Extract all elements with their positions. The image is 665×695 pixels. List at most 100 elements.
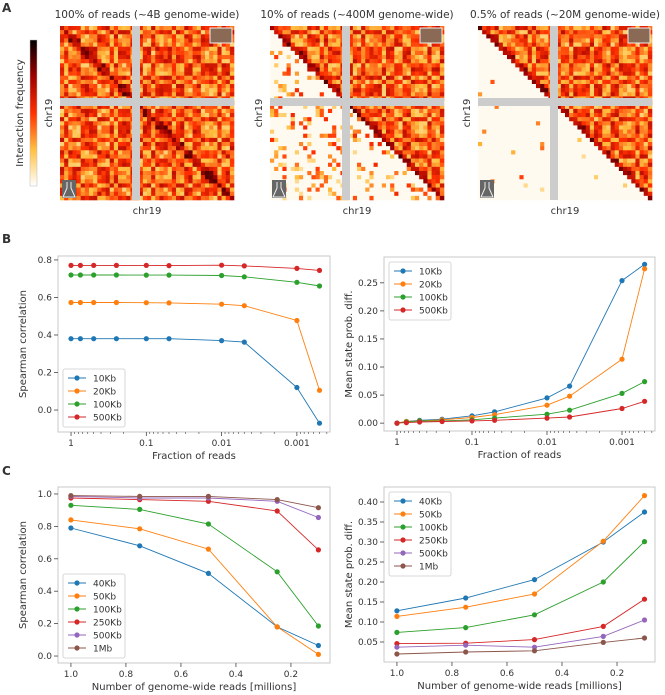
heatmap-cell	[167, 67, 173, 72]
heatmap-cell	[205, 137, 210, 143]
heatmap-cell	[323, 129, 329, 135]
heatmap-cell	[113, 71, 119, 77]
heatmap-cell	[482, 75, 487, 81]
heatmap-cell	[109, 117, 115, 122]
heatmap-cell	[357, 79, 362, 85]
heatmap-cell	[171, 146, 177, 151]
heatmap-cell	[72, 75, 77, 81]
heatmap-cell	[515, 154, 520, 159]
heatmap-cell	[101, 113, 106, 118]
heatmap-cell	[93, 113, 98, 118]
heatmap-cell	[390, 92, 395, 97]
heatmap-cell	[498, 113, 504, 118]
heatmap-cell	[176, 158, 181, 164]
heatmap-cell	[221, 146, 227, 151]
heatmap-cell	[163, 59, 169, 64]
heatmap-cell	[627, 117, 632, 122]
heatmap-cell	[589, 75, 595, 81]
heatmap-cell	[490, 117, 495, 122]
heatmap-cell	[299, 175, 304, 180]
heatmap-cell	[213, 75, 218, 81]
heatmap-cell	[155, 26, 160, 31]
heatmap-cell	[290, 88, 296, 93]
heatmap-cell	[602, 121, 607, 126]
heatmap-cell	[627, 142, 632, 147]
heatmap-cell	[427, 104, 432, 110]
heatmap-cell	[348, 34, 354, 39]
heatmap-cell	[415, 55, 420, 60]
heatmap-cell	[192, 34, 198, 39]
heatmap-cell	[184, 162, 189, 168]
heatmap-cell	[151, 129, 156, 135]
heatmap-cell	[184, 113, 189, 118]
heatmap-cell	[589, 38, 595, 43]
heatmap-cell	[573, 92, 578, 97]
heatmap-cell	[431, 108, 437, 114]
heatmap-cell	[328, 121, 333, 126]
heatmap-cell	[109, 158, 115, 164]
heatmap-cell	[332, 121, 337, 126]
heatmap-cell	[274, 137, 279, 143]
panel-label-b: B	[2, 232, 11, 246]
heatmap-cell	[286, 75, 292, 81]
heatmap-cell	[610, 158, 616, 164]
heatmap-cell	[163, 30, 169, 35]
heatmap-cell	[274, 42, 279, 48]
heatmap-cell	[299, 46, 304, 52]
heatmap-cell	[498, 146, 504, 151]
heatmap-cell	[536, 146, 541, 151]
heatmap-cell	[64, 175, 69, 180]
heatmap-cell	[332, 104, 337, 110]
heatmap-cell	[618, 26, 624, 31]
heatmap-cell	[531, 59, 537, 64]
heatmap-cell	[502, 92, 508, 97]
heatmap-cell	[200, 171, 206, 176]
heatmap-cell	[229, 55, 235, 60]
heatmap-cell	[498, 34, 504, 39]
heatmap-cell	[639, 59, 645, 64]
heatmap-cell	[122, 59, 127, 64]
heatmap-cell	[352, 38, 358, 43]
heatmap-cell	[64, 63, 69, 68]
heatmap-cell	[113, 34, 119, 39]
heatmap-cell	[274, 146, 279, 151]
heatmap-cell	[188, 59, 193, 64]
heatmap-cell	[494, 117, 500, 122]
heatmap-cell	[531, 117, 537, 122]
heatmap-cell	[122, 67, 127, 72]
heatmap-cell	[511, 92, 516, 97]
heatmap-cell	[431, 92, 437, 97]
heatmap-cell	[577, 38, 582, 43]
heatmap-cell	[89, 195, 94, 201]
heatmap-cell	[598, 108, 603, 114]
heatmap-cell	[577, 30, 582, 35]
heatmap-cell	[589, 104, 595, 110]
heatmap-cell	[118, 71, 123, 77]
heatmap-cell	[627, 71, 632, 77]
heatmap-cell	[423, 187, 428, 193]
heatmap-cell	[105, 71, 111, 77]
heatmap-cell	[373, 195, 379, 201]
heatmap-cell	[540, 38, 545, 43]
heatmap-cell	[394, 137, 399, 143]
heatmap-cell	[118, 88, 123, 93]
heatmap-cell	[196, 162, 202, 168]
heatmap-cell	[381, 30, 387, 35]
heatmap-cell	[294, 88, 300, 93]
heatmap-cell	[598, 84, 603, 89]
heatmap-cell	[402, 187, 408, 193]
heatmap-cell	[635, 71, 640, 77]
heatmap-cell	[427, 113, 432, 118]
heatmap-cell	[606, 42, 611, 48]
heatmap-cell	[614, 84, 620, 89]
heatmap-cell	[402, 59, 408, 64]
heatmap-cell	[126, 191, 131, 197]
heatmap-cell	[278, 146, 283, 151]
heatmap-cell	[307, 26, 312, 31]
heatmap-cell	[486, 158, 491, 164]
heatmap-cell	[217, 137, 222, 143]
heatmap-cell	[361, 55, 366, 60]
heatmap-cell	[511, 88, 516, 93]
heatmap-cell	[84, 162, 90, 168]
heatmap-cell	[180, 38, 185, 43]
